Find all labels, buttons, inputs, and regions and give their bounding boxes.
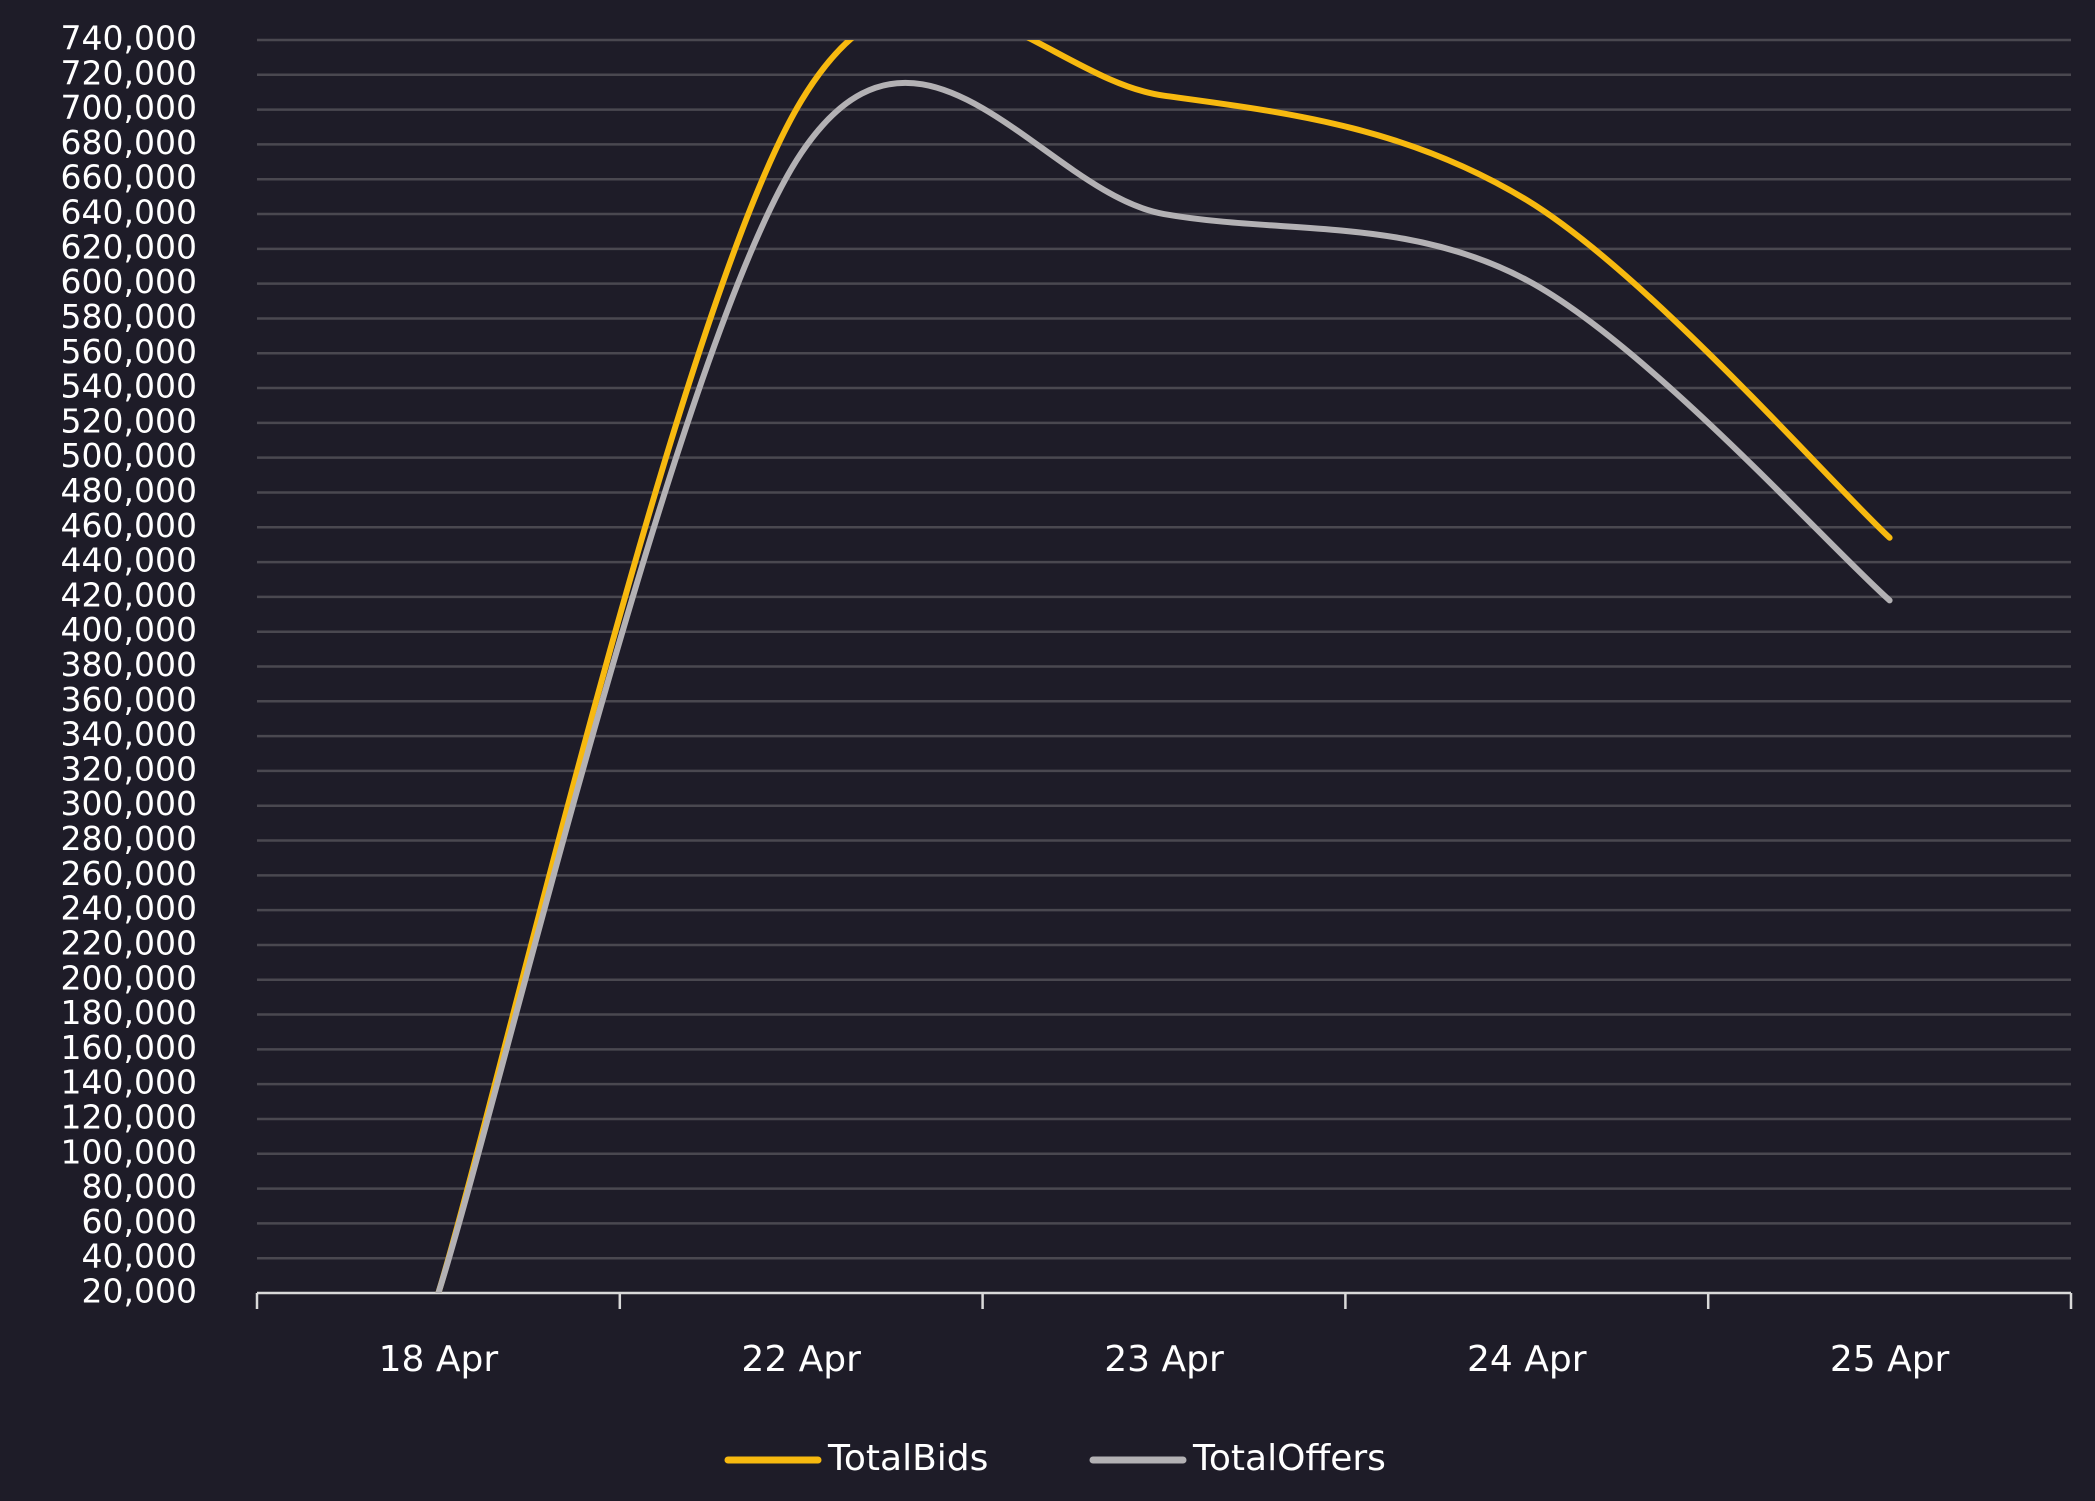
y-tick-label: 720,000 [61, 53, 197, 92]
y-tick-label: 520,000 [61, 401, 197, 440]
y-tick-label: 680,000 [61, 123, 197, 162]
y-tick-label: 360,000 [61, 680, 197, 719]
y-tick-label: 560,000 [61, 332, 197, 371]
y-tick-label: 460,000 [61, 506, 197, 545]
y-tick-label: 60,000 [82, 1202, 197, 1241]
grid [255, 38, 2073, 1309]
y-tick-label: 240,000 [61, 889, 197, 928]
labels: 20,00040,00060,00080,000100,000120,00014… [61, 19, 1950, 1480]
y-tick-label: 140,000 [61, 1063, 197, 1102]
x-tick-label: 24 Apr [1467, 1339, 1587, 1380]
y-tick-label: 500,000 [61, 436, 197, 475]
y-tick-label: 620,000 [61, 227, 197, 266]
y-tick-label: 340,000 [61, 715, 197, 754]
y-tick-label: 20,000 [82, 1272, 197, 1311]
y-tick-label: 660,000 [61, 158, 197, 197]
y-tick-label: 40,000 [82, 1237, 197, 1276]
series-line [435, 79, 1893, 1293]
x-tick-label: 23 Apr [1104, 1339, 1224, 1380]
x-tick-label: 22 Apr [741, 1339, 861, 1380]
x-tick-label: 25 Apr [1830, 1339, 1950, 1380]
y-tick-label: 280,000 [61, 819, 197, 858]
series-line [435, 40, 1893, 1293]
y-tick-label: 160,000 [61, 1028, 197, 1067]
y-tick-label: 320,000 [61, 749, 197, 788]
y-tick-label: 700,000 [61, 88, 197, 127]
plot-area [435, 40, 1893, 1293]
y-tick-label: 200,000 [61, 958, 197, 997]
y-tick-label: 540,000 [61, 367, 197, 406]
y-tick-label: 120,000 [61, 1097, 197, 1136]
legend-label: TotalOffers [1192, 1438, 1386, 1479]
y-tick-label: 180,000 [61, 993, 197, 1032]
y-tick-label: 260,000 [61, 854, 197, 893]
y-tick-label: 440,000 [61, 541, 197, 580]
y-tick-label: 740,000 [61, 19, 197, 58]
y-tick-label: 400,000 [61, 610, 197, 649]
y-tick-label: 80,000 [82, 1167, 197, 1206]
x-tick-label: 18 Apr [379, 1339, 499, 1380]
y-tick-label: 220,000 [61, 923, 197, 962]
y-tick-label: 640,000 [61, 193, 197, 232]
y-tick-label: 420,000 [61, 575, 197, 614]
y-tick-label: 580,000 [61, 297, 197, 336]
y-tick-label: 480,000 [61, 471, 197, 510]
legend-label: TotalBids [827, 1438, 988, 1479]
y-tick-label: 100,000 [61, 1132, 197, 1171]
y-tick-label: 380,000 [61, 645, 197, 684]
y-tick-label: 600,000 [61, 262, 197, 301]
y-tick-label: 300,000 [61, 784, 197, 823]
